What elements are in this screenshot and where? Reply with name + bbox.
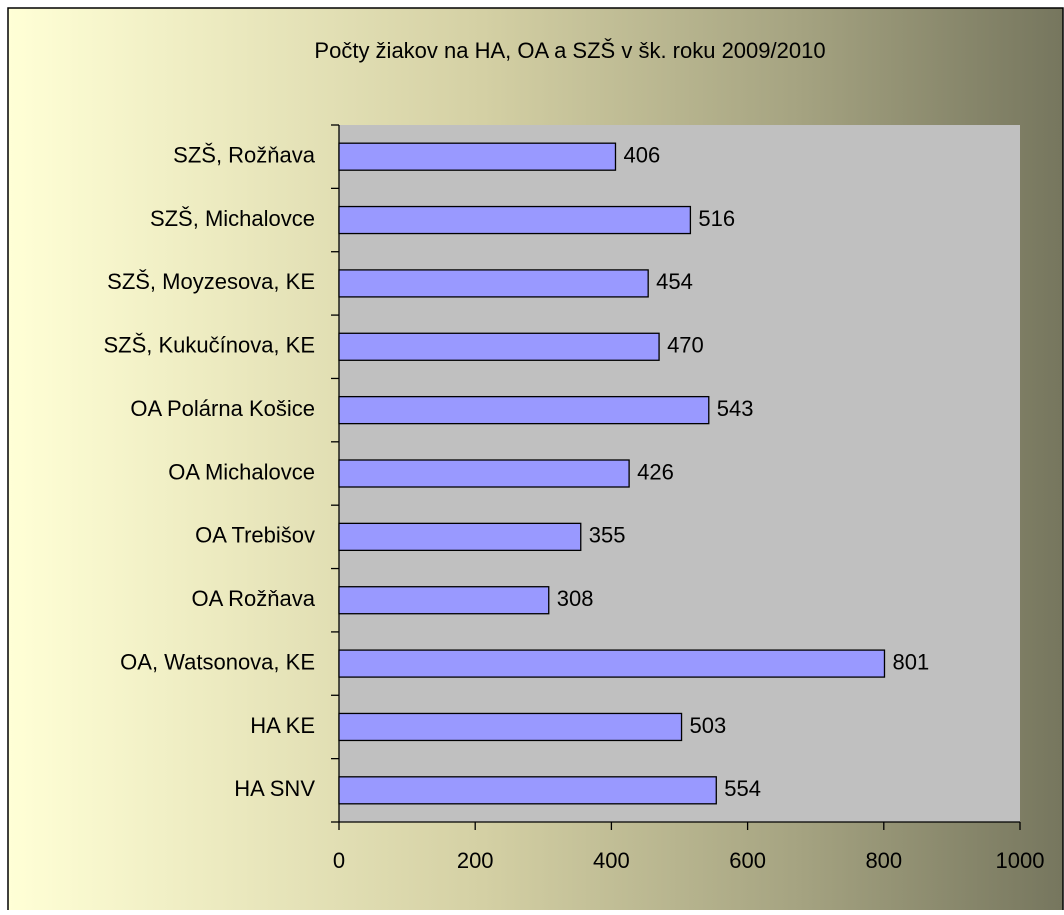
bar (338, 649, 886, 678)
data-label: 801 (892, 649, 929, 674)
data-label: 516 (698, 206, 735, 231)
x-tick-label: 200 (457, 848, 494, 873)
bar (338, 459, 630, 488)
data-label: 308 (557, 586, 594, 611)
y-tick-label: SZŠ, Kukučínova, KE (103, 333, 315, 358)
y-tick-label: OA Polárna Košice (130, 396, 315, 421)
bar (338, 395, 710, 425)
data-label: 454 (656, 269, 693, 294)
bar (338, 269, 649, 298)
x-tick-label: 600 (729, 848, 766, 873)
y-tick-label: SZŠ, Michalovce (150, 206, 315, 231)
bar (338, 712, 683, 742)
y-tick-label: OA Trebišov (195, 523, 315, 548)
y-tick-label: OA Michalovce (168, 459, 315, 484)
bar (338, 142, 617, 171)
x-tick-label: 0 (333, 848, 345, 873)
bar (338, 586, 550, 615)
bar (338, 522, 582, 552)
bar (338, 205, 692, 235)
data-label: 426 (637, 459, 674, 484)
data-label: 406 (623, 142, 660, 167)
data-label: 543 (717, 396, 754, 421)
data-label: 470 (667, 333, 704, 358)
data-label: 554 (724, 776, 761, 801)
chart-title: Počty žiakov na HA, OA a SZŠ v šk. roku … (314, 38, 825, 63)
bar (338, 776, 717, 805)
x-tick-label: 1000 (996, 848, 1045, 873)
bar (338, 332, 660, 361)
x-tick-label: 800 (865, 848, 902, 873)
y-tick-label: OA Rožňava (191, 586, 315, 611)
data-label: 355 (589, 523, 626, 548)
data-label: 503 (690, 713, 727, 738)
y-tick-label: HA KE (250, 713, 315, 738)
y-tick-label: OA, Watsonova, KE (120, 649, 315, 674)
y-tick-label: HA SNV (234, 776, 315, 801)
y-tick-label: SZŠ, Moyzesova, KE (107, 269, 315, 294)
y-tick-label: SZŠ, Rožňava (173, 142, 316, 167)
x-tick-label: 400 (593, 848, 630, 873)
